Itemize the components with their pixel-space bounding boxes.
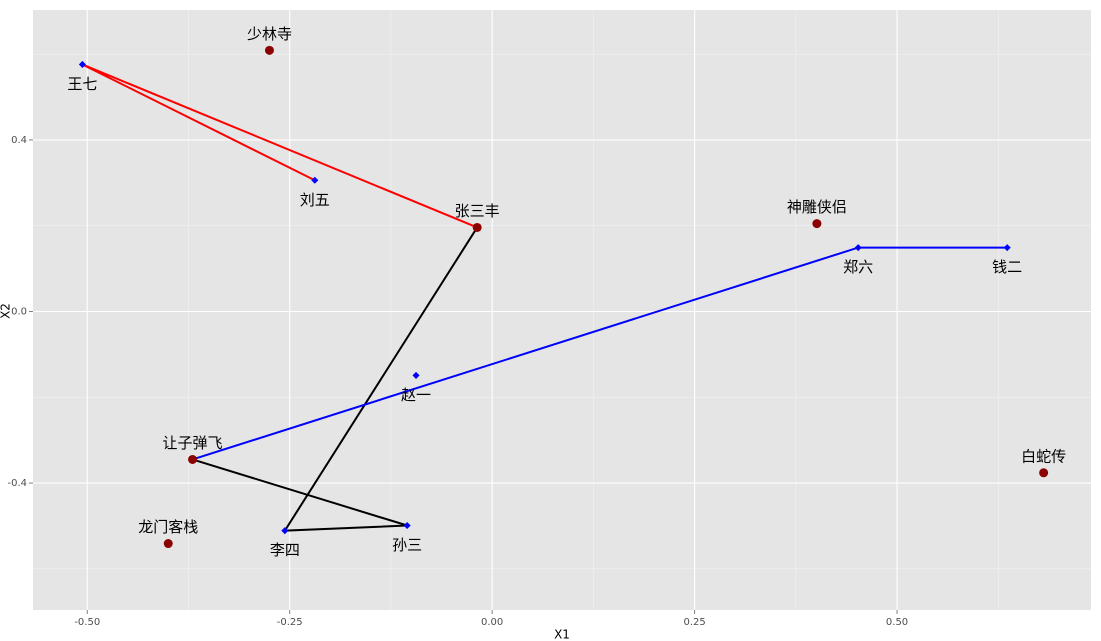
point-label: 李四 (270, 541, 300, 559)
point-label: 少林寺 (247, 25, 292, 43)
point-label: 孙三 (392, 536, 422, 554)
point-label: 龙门客栈 (138, 518, 198, 536)
point (1003, 244, 1011, 252)
point-label: 神雕侠侣 (787, 198, 847, 216)
x-tick-label: 0.25 (683, 617, 705, 628)
x-tick-label: 0.00 (481, 617, 503, 628)
x-tick-label: 0.50 (886, 617, 908, 628)
point (854, 244, 862, 252)
point-label: 让子弹飞 (163, 434, 223, 452)
point-label: 刘五 (300, 191, 330, 209)
point (281, 527, 289, 535)
x-tick-label: -0.50 (74, 617, 100, 628)
y-tick-label: 0.0 (11, 307, 27, 318)
point (1039, 468, 1049, 478)
grid (33, 10, 1091, 610)
point (264, 45, 274, 55)
point-label: 王七 (67, 75, 97, 93)
point (403, 521, 411, 530)
point (188, 454, 198, 464)
point-label: 白蛇传 (1021, 447, 1066, 465)
point (163, 539, 173, 549)
point (412, 371, 420, 379)
y-tick-label: 0.4 (11, 135, 27, 146)
point (812, 219, 822, 229)
plot-panel (33, 10, 1091, 610)
point-label: 赵一 (401, 386, 431, 404)
marks (78, 45, 1049, 549)
y-axis-title: X2 (0, 303, 13, 319)
y-tick-label: -0.4 (7, 478, 27, 489)
point (311, 176, 319, 184)
x-axis-title: X1 (554, 628, 570, 641)
point-label: 钱二 (992, 258, 1022, 276)
x-tick-label: -0.25 (277, 617, 303, 628)
point-label: 张三丰 (455, 202, 500, 220)
path-line (192, 226, 479, 532)
point-label: 郑六 (843, 258, 873, 276)
point (472, 222, 482, 232)
